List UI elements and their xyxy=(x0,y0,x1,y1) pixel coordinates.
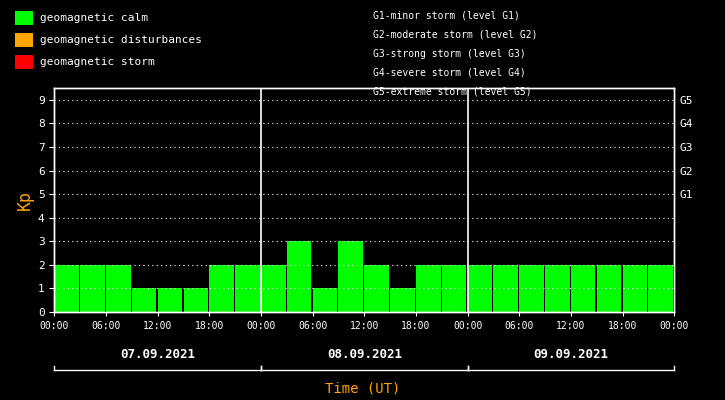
Bar xyxy=(597,265,621,312)
Text: 09.09.2021: 09.09.2021 xyxy=(534,348,608,360)
Bar xyxy=(80,265,104,312)
Bar xyxy=(157,288,182,312)
Bar xyxy=(261,265,286,312)
Bar xyxy=(416,265,441,312)
Bar xyxy=(623,265,647,312)
Bar xyxy=(287,241,311,312)
Bar xyxy=(571,265,595,312)
Text: G3-strong storm (level G3): G3-strong storm (level G3) xyxy=(373,49,526,59)
Bar xyxy=(545,265,570,312)
Text: G4-severe storm (level G4): G4-severe storm (level G4) xyxy=(373,68,526,78)
Text: G1-minor storm (level G1): G1-minor storm (level G1) xyxy=(373,10,521,20)
Bar xyxy=(183,288,208,312)
Bar xyxy=(210,265,234,312)
Text: G5-extreme storm (level G5): G5-extreme storm (level G5) xyxy=(373,87,532,97)
Bar xyxy=(468,265,492,312)
Text: 08.09.2021: 08.09.2021 xyxy=(327,348,402,360)
Bar xyxy=(364,265,389,312)
Bar xyxy=(442,265,466,312)
Y-axis label: Kp: Kp xyxy=(16,190,34,210)
Text: G2-moderate storm (level G2): G2-moderate storm (level G2) xyxy=(373,30,538,40)
Text: geomagnetic disturbances: geomagnetic disturbances xyxy=(40,35,202,45)
Text: Time (UT): Time (UT) xyxy=(325,381,400,395)
Bar xyxy=(132,288,157,312)
Bar xyxy=(235,265,260,312)
Text: geomagnetic calm: geomagnetic calm xyxy=(40,13,148,23)
Bar xyxy=(54,265,79,312)
Bar xyxy=(339,241,363,312)
Bar xyxy=(390,288,415,312)
Text: 07.09.2021: 07.09.2021 xyxy=(120,348,195,360)
Bar xyxy=(106,265,130,312)
Bar xyxy=(494,265,518,312)
Bar xyxy=(312,288,337,312)
Text: geomagnetic storm: geomagnetic storm xyxy=(40,57,154,67)
Bar xyxy=(648,265,673,312)
Bar xyxy=(519,265,544,312)
